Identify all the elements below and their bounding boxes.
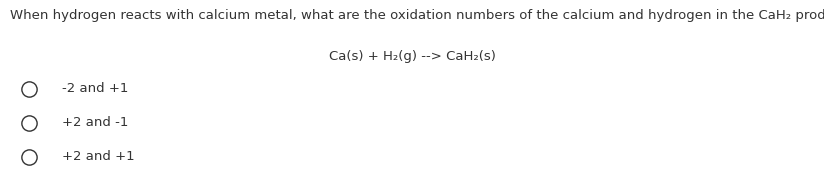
Text: When hydrogen reacts with calcium metal, what are the oxidation numbers of the c: When hydrogen reacts with calcium metal,…: [10, 9, 824, 22]
Text: +2 and -1: +2 and -1: [62, 116, 129, 129]
Text: +2 and +1: +2 and +1: [62, 150, 134, 163]
Text: Ca(s) + H₂(g) --> CaH₂(s): Ca(s) + H₂(g) --> CaH₂(s): [329, 50, 495, 63]
Text: -2 and +1: -2 and +1: [62, 82, 129, 96]
